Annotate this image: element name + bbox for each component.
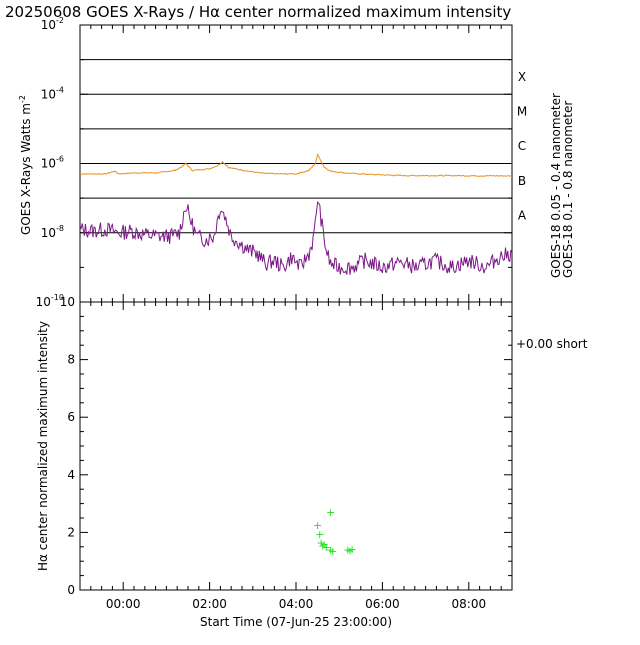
x-axis-label: Start Time (07-Jun-25 23:00:00) <box>200 615 392 629</box>
scatter-point: + <box>328 545 337 558</box>
x-tick-label: 00:00 <box>106 597 141 611</box>
series-line-long <box>79 152 513 177</box>
halpha-scatter-points: ++++++++ ++++ <box>313 506 357 558</box>
scatter-point: + <box>326 506 335 519</box>
legend-short-label: GOES-18 0.05 - 0.4 nanometer <box>549 93 563 278</box>
x-tick-label: 06:00 <box>365 597 400 611</box>
y-tick-label: 10-2 <box>41 16 64 32</box>
scatter-point: + <box>319 538 328 551</box>
scatter-point: + <box>343 544 352 557</box>
scatter-point: + <box>313 519 322 532</box>
scatter-point: + <box>318 539 327 552</box>
y-tick-label: 10-6 <box>41 155 64 171</box>
flare-label-b: B <box>518 174 526 188</box>
halpha-y-axis-label: Hα center normalized maximum intensity <box>36 321 50 571</box>
scatter-point: + <box>315 528 324 541</box>
legend-long-label: GOES-18 0.1 - 0.8 nanometer <box>561 101 575 278</box>
y-tick-label: 10-4 <box>41 85 64 101</box>
y-tick-label: 6 <box>67 410 75 424</box>
y-tick-label: 10-8 <box>41 224 64 240</box>
scatter-point: + <box>348 543 357 556</box>
y-tick-label: 8 <box>67 353 75 367</box>
halpha-legend-label: +0.00 short <box>516 337 588 351</box>
scatter-point: + <box>345 544 354 557</box>
flare-label-c: C <box>518 139 526 153</box>
y-tick-label: 0 <box>67 583 75 597</box>
y-tick-label: 10-10 <box>36 293 64 309</box>
flare-label-a: A <box>518 208 527 222</box>
halpha-legend: +0.00 short <box>516 337 588 351</box>
scatter-point: + <box>316 536 325 549</box>
chart-title: 20250608 GOES X-Rays / Hα center normali… <box>5 3 511 21</box>
halpha-y-ticks: 0 2 4 6 8 10 <box>60 295 512 597</box>
y-tick-label: 2 <box>67 525 75 539</box>
scatter-point: + <box>326 544 335 557</box>
x-tick-label: 08:00 <box>452 597 487 611</box>
scatter-point: + <box>322 541 331 554</box>
x-tick-label: 04:00 <box>279 597 314 611</box>
goes-y-axis-label: GOES X-Rays Watts m-2 <box>18 95 33 235</box>
y-tick-label: 4 <box>67 468 75 482</box>
goes-x-ticks <box>79 25 513 302</box>
y-tick-label: 10 <box>60 295 75 309</box>
x-tick-label: 02:00 <box>192 597 227 611</box>
halpha-x-ticks: 00:00 02:00 04:00 06:00 08:00 <box>79 302 513 611</box>
flare-class-labels: X M C B A <box>517 70 527 223</box>
goes-xray-panel: 10-2 10-4 10-6 10-8 10-10 X M C B A GOES X-Rays … <box>18 16 575 309</box>
flare-class-lines <box>80 59 512 234</box>
flare-label-m: M <box>517 105 527 119</box>
goes-legend: GOES-18 0.05 - 0.4 nanometer GOES-18 0.1… <box>549 93 575 278</box>
series-line-short <box>79 201 513 275</box>
flare-label-x: X <box>518 70 526 84</box>
